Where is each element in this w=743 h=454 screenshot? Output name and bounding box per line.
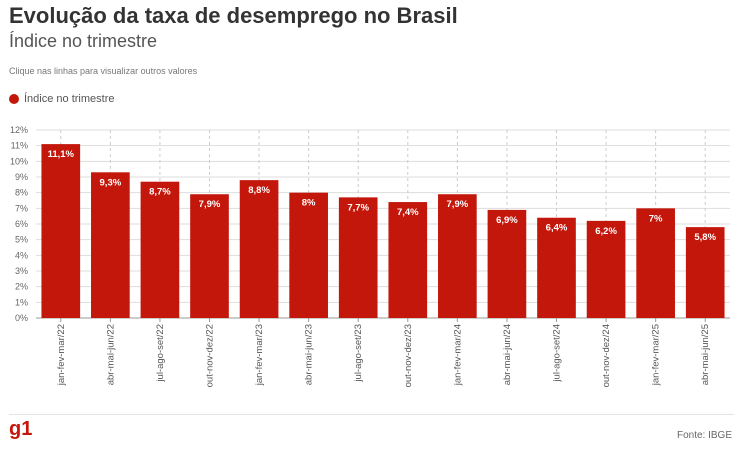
x-tick-label: jul-ago-set/22 bbox=[155, 324, 166, 383]
bar-value-label: 7,9% bbox=[447, 199, 469, 210]
y-tick-label: 8% bbox=[15, 188, 28, 198]
bar[interactable] bbox=[537, 217, 576, 318]
y-tick-label: 5% bbox=[15, 235, 28, 245]
bar[interactable] bbox=[685, 227, 725, 318]
y-tick-label: 6% bbox=[15, 219, 28, 229]
y-tick-label: 1% bbox=[15, 297, 28, 307]
bar[interactable] bbox=[636, 208, 675, 318]
y-tick-label: 12% bbox=[10, 125, 28, 135]
x-tick-label: jan-fev-mar/25 bbox=[651, 324, 662, 386]
bar-value-label: 8,8% bbox=[248, 185, 270, 196]
x-tick-label: abr-mai-jun/24 bbox=[502, 324, 513, 385]
x-tick-label: out-nov-dez/24 bbox=[601, 324, 612, 387]
y-tick-label: 10% bbox=[10, 156, 28, 166]
bar[interactable] bbox=[487, 209, 527, 318]
bar[interactable] bbox=[438, 194, 477, 318]
bar[interactable] bbox=[140, 181, 180, 318]
bar[interactable] bbox=[239, 180, 279, 318]
x-tick-label: out-nov-dez/22 bbox=[205, 324, 216, 387]
x-tick-label: out-nov-dez/23 bbox=[403, 324, 414, 387]
bar-value-label: 5,8% bbox=[694, 232, 716, 243]
bar-value-label: 7% bbox=[649, 213, 663, 224]
legend-dot-icon bbox=[9, 94, 19, 104]
footer-divider bbox=[9, 414, 734, 415]
source-text: Fonte: IBGE bbox=[676, 430, 732, 441]
bar[interactable] bbox=[388, 202, 428, 318]
bar-value-label: 6,2% bbox=[595, 226, 617, 237]
x-tick-label: abr-mai-jun/23 bbox=[304, 324, 315, 385]
bar-value-label: 7,7% bbox=[347, 202, 369, 213]
bar[interactable] bbox=[190, 194, 229, 318]
chart-subtitle: Índice no trimestre bbox=[9, 31, 158, 51]
y-tick-label: 11% bbox=[11, 141, 28, 151]
y-tick-label: 3% bbox=[15, 266, 28, 276]
x-axis-ticks: jan-fev-mar/22 abr-mai-jun/22 jul-ago-set/… bbox=[56, 318, 711, 387]
x-tick-label: abr-mai-jun/22 bbox=[105, 324, 116, 385]
y-tick-label: 7% bbox=[15, 203, 28, 213]
y-tick-label: 4% bbox=[15, 250, 28, 260]
bar-value-label: 6,9% bbox=[496, 215, 518, 226]
bars bbox=[41, 144, 725, 318]
bar-value-label: 7,4% bbox=[397, 207, 419, 218]
x-tick-label: jul-ago-set/23 bbox=[353, 324, 364, 383]
bar[interactable] bbox=[41, 144, 81, 318]
y-tick-label: 0% bbox=[15, 313, 28, 323]
bar-value-label: 9,3% bbox=[100, 177, 122, 188]
chart-note: Clique nas linhas para visualizar outros… bbox=[9, 66, 198, 76]
x-tick-label: jul-ago-set/24 bbox=[552, 324, 563, 383]
chart-title: Evolução da taxa de desemprego no Brasil bbox=[9, 3, 458, 28]
gridlines bbox=[36, 129, 730, 319]
x-tick-label: jan-fev-mar/22 bbox=[56, 324, 67, 386]
data-labels: 11,1% 9,3% 8,7% 7,9% 8,8% 8% 7,7% 7,4% 7,9% 6,9% 6… bbox=[48, 149, 717, 243]
bar[interactable] bbox=[338, 197, 378, 318]
bar[interactable] bbox=[289, 192, 328, 318]
bar[interactable] bbox=[586, 220, 626, 318]
bar-value-label: 7,9% bbox=[199, 199, 221, 210]
bar-value-label: 11,1% bbox=[48, 149, 75, 160]
bar-value-label: 8,7% bbox=[149, 187, 171, 198]
y-tick-label: 2% bbox=[15, 282, 28, 292]
x-tick-label: abr-mai-jun/25 bbox=[700, 324, 711, 385]
g1-logo[interactable]: g1 bbox=[9, 418, 33, 440]
x-tick-label: jan-fev-mar/24 bbox=[452, 324, 463, 386]
bar-value-label: 8% bbox=[302, 198, 316, 209]
y-axis-ticks: 0% 1% 2% 3% 4% 5% 6% 7% 8% 9% 10% 11% 12% bbox=[10, 125, 28, 323]
bar[interactable] bbox=[91, 172, 130, 318]
legend[interactable]: Índice no trimestre bbox=[9, 93, 114, 105]
x-tick-label: jan-fev-mar/23 bbox=[254, 324, 265, 386]
y-tick-label: 9% bbox=[15, 172, 28, 182]
legend-label: Índice no trimestre bbox=[24, 93, 115, 105]
bar-value-label: 6,4% bbox=[546, 223, 568, 234]
